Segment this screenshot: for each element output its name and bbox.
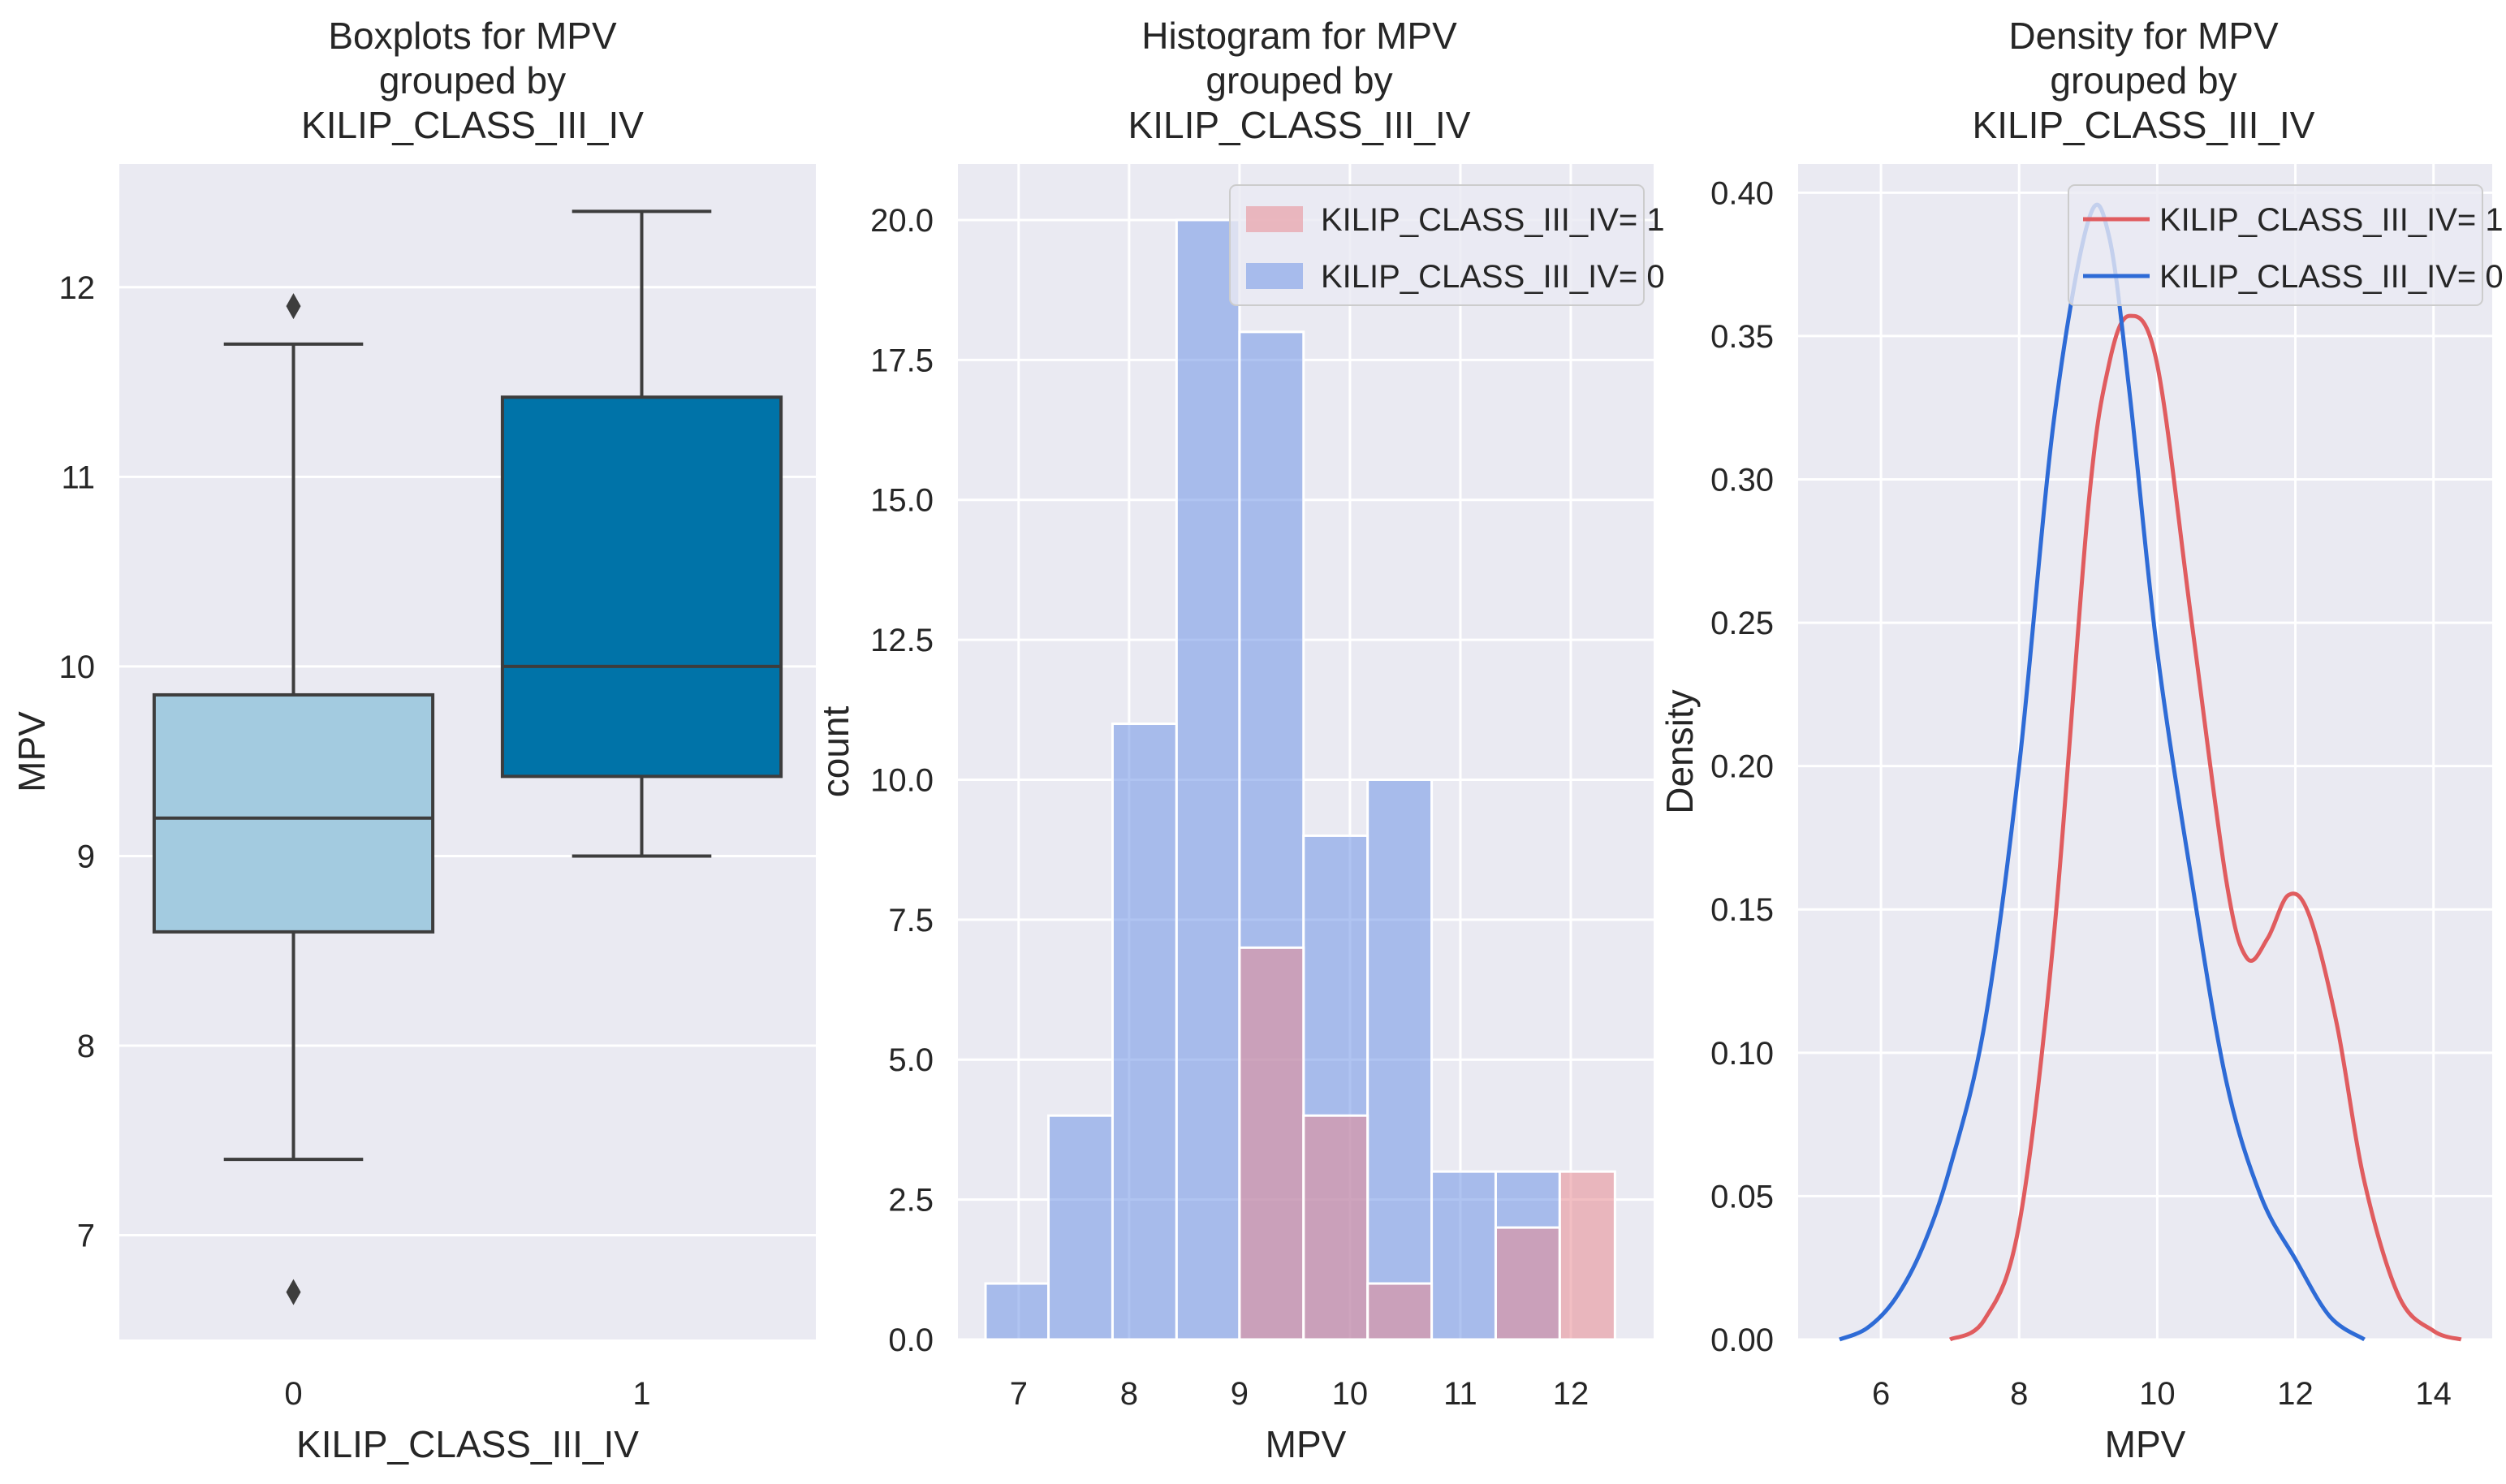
chart-title: Boxplots for MPV grouped by KILIP_CLASS_II… bbox=[301, 15, 644, 146]
y-tick-label: 12.5 bbox=[870, 623, 934, 658]
histogram-bar bbox=[1366, 1282, 1434, 1341]
y-tick-label: 12 bbox=[59, 270, 96, 306]
y-tick-label: 0.15 bbox=[1710, 892, 1774, 928]
series-bars bbox=[1238, 946, 1616, 1341]
legend-frame bbox=[2068, 184, 2483, 306]
y-tick-label: 7 bbox=[77, 1219, 95, 1254]
x-tick-label: 11 bbox=[1443, 1376, 1477, 1412]
y-tick-label: 2.5 bbox=[888, 1183, 934, 1219]
title-line: KILIP_CLASS_III_IV bbox=[1128, 104, 1471, 146]
box-body bbox=[500, 395, 783, 779]
y-tick-labels: 7 8 9 10 11 12 bbox=[59, 270, 96, 1254]
series-bars bbox=[984, 218, 1561, 1341]
box-body bbox=[152, 692, 435, 934]
x-tick-labels: 6 8 10 12 14 bbox=[1872, 1376, 2452, 1412]
y-tick-label: 10.0 bbox=[870, 762, 934, 798]
legend-label: KILIP_CLASS_III_IV= 1 bbox=[2159, 202, 2504, 238]
legend-label: KILIP_CLASS_III_IV= 0 bbox=[2159, 259, 2504, 295]
x-tick-label: 8 bbox=[2010, 1376, 2028, 1412]
box-marks bbox=[152, 209, 783, 1305]
outlier-point bbox=[286, 1279, 301, 1305]
histogram-bar bbox=[1558, 1170, 1616, 1341]
histogram-bar bbox=[1175, 218, 1241, 1341]
title-line: Density for MPV bbox=[2008, 15, 2279, 57]
y-tick-label: 0.10 bbox=[1710, 1036, 1774, 1072]
y-tick-label: 0.05 bbox=[1710, 1179, 1774, 1214]
box-0 bbox=[152, 293, 435, 1305]
y-tick-labels: 0.0 2.5 5.0 7.5 10.0 12.5 15.0 17.5 20.0 bbox=[870, 203, 934, 1358]
density-panel: 0.00 0.05 0.10 0.15 0.20 0.25 0.30 0.35 0.40 6 8 1… bbox=[1658, 15, 2504, 1465]
y-tick-label: 0.30 bbox=[1710, 462, 1774, 498]
title-line: Histogram for MPV bbox=[1141, 15, 1457, 57]
x-tick-label: 9 bbox=[1231, 1376, 1249, 1412]
title-line: grouped by bbox=[379, 59, 566, 101]
y-axis-label: count bbox=[814, 706, 856, 798]
y-tick-label: 8 bbox=[77, 1029, 95, 1064]
y-tick-label: 15.0 bbox=[870, 483, 934, 519]
histogram-bars bbox=[984, 218, 1616, 1341]
y-tick-label: 11 bbox=[61, 459, 95, 495]
x-axis-label: MPV bbox=[1266, 1423, 1347, 1465]
x-tick-label: 14 bbox=[2415, 1376, 2452, 1412]
y-tick-label: 0.00 bbox=[1710, 1322, 1774, 1358]
chart-title: Density for MPV grouped by KILIP_CLASS_III… bbox=[1973, 15, 2315, 146]
x-tick-label: 0 bbox=[284, 1376, 302, 1412]
histogram-bar bbox=[1047, 1114, 1114, 1341]
x-axis-label: KILIP_CLASS_III_IV bbox=[296, 1423, 639, 1465]
y-tick-labels: 0.00 0.05 0.10 0.15 0.20 0.25 0.30 0.35 0.40 bbox=[1710, 175, 1774, 1358]
histogram-bar bbox=[1302, 1114, 1369, 1341]
x-tick-labels: 7 8 9 10 11 12 bbox=[1010, 1376, 1589, 1412]
x-tick-label: 10 bbox=[1332, 1376, 1369, 1412]
histogram-bar bbox=[1366, 778, 1434, 1341]
x-axis-label: MPV bbox=[2105, 1423, 2186, 1465]
title-line: KILIP_CLASS_III_IV bbox=[1973, 104, 2315, 146]
y-tick-label: 9 bbox=[77, 839, 95, 874]
legend-swatch bbox=[1246, 263, 1303, 289]
title-line: grouped by bbox=[2050, 59, 2236, 101]
legend: KILIP_CLASS_III_IV= 1 KILIP_CLASS_III_IV=… bbox=[2068, 184, 2504, 306]
title-line: Boxplots for MPV bbox=[328, 15, 617, 57]
x-tick-label: 12 bbox=[1553, 1376, 1589, 1412]
x-tick-label: 7 bbox=[1010, 1376, 1028, 1412]
y-tick-label: 5.0 bbox=[888, 1042, 934, 1078]
y-tick-label: 0.20 bbox=[1710, 749, 1774, 785]
y-tick-label: 7.5 bbox=[888, 903, 934, 938]
title-line: KILIP_CLASS_III_IV bbox=[301, 104, 644, 146]
box-1 bbox=[500, 209, 783, 858]
y-axis-label: Density bbox=[1658, 689, 1701, 813]
x-tick-label: 12 bbox=[2277, 1376, 2314, 1412]
legend-label: KILIP_CLASS_III_IV= 1 bbox=[1321, 202, 1665, 238]
legend-label: KILIP_CLASS_III_IV= 0 bbox=[1321, 259, 1665, 295]
legend-frame bbox=[1229, 184, 1645, 306]
chart-title: Histogram for MPV grouped by KILIP_CLASS_I… bbox=[1128, 15, 1471, 146]
y-tick-label: 0.35 bbox=[1710, 319, 1774, 355]
histogram-bar bbox=[1494, 1226, 1561, 1341]
density-line bbox=[1948, 313, 2462, 1342]
legend-swatch bbox=[1246, 206, 1303, 232]
y-axis-label: MPV bbox=[11, 711, 53, 792]
y-tick-label: 10 bbox=[59, 649, 96, 685]
histogram-panel: 0.0 2.5 5.0 7.5 10.0 12.5 15.0 17.5 20.0 7 8 9 10 11… bbox=[814, 15, 1665, 1465]
x-tick-label: 6 bbox=[1872, 1376, 1890, 1412]
y-tick-label: 20.0 bbox=[870, 203, 934, 239]
title-line: grouped by bbox=[1206, 59, 1392, 101]
y-tick-label: 0.25 bbox=[1710, 606, 1774, 641]
y-tick-label: 17.5 bbox=[870, 343, 934, 378]
plot-background bbox=[1798, 164, 2492, 1339]
legend: KILIP_CLASS_III_IV= 1 KILIP_CLASS_III_IV=… bbox=[1229, 184, 1665, 306]
y-tick-label: 0.0 bbox=[888, 1322, 934, 1358]
histogram-bar bbox=[1111, 723, 1178, 1341]
outlier-point bbox=[286, 293, 301, 320]
x-tick-label: 1 bbox=[632, 1376, 650, 1412]
y-tick-label: 0.40 bbox=[1710, 175, 1774, 211]
histogram-bar bbox=[984, 1282, 1050, 1341]
histogram-bar bbox=[1430, 1170, 1497, 1341]
x-tick-label: 10 bbox=[2139, 1376, 2176, 1412]
histogram-bar bbox=[1238, 946, 1305, 1341]
x-tick-label: 8 bbox=[1120, 1376, 1138, 1412]
